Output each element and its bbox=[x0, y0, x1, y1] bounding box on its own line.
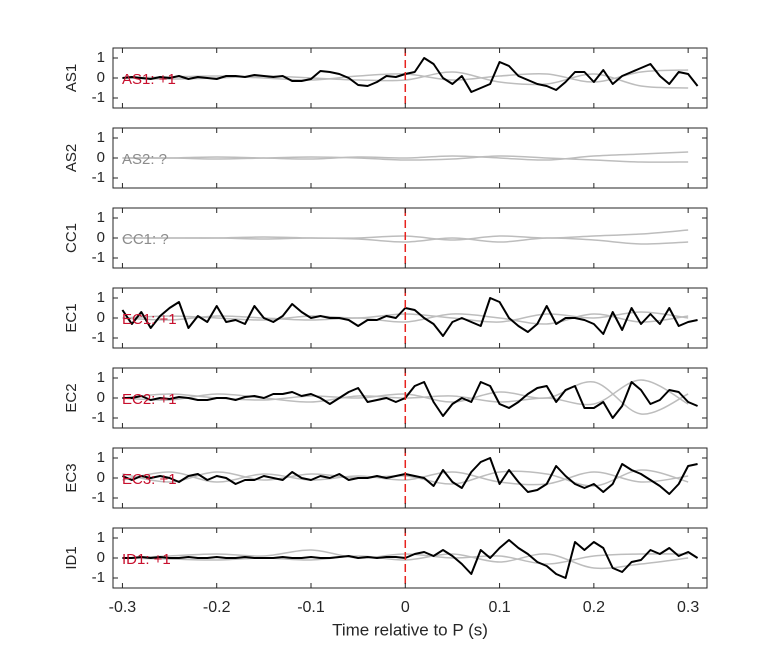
y-tick-label: 1 bbox=[97, 209, 105, 226]
y-tick-label: 0 bbox=[97, 149, 105, 166]
y-axis-label: AS2 bbox=[63, 144, 80, 172]
signal-line bbox=[122, 151, 689, 161]
signal-line bbox=[122, 313, 689, 325]
signal-line bbox=[122, 155, 689, 163]
x-axis-label: Time relative to P (s) bbox=[332, 620, 488, 639]
y-axis-label: ID1 bbox=[63, 546, 80, 569]
signal-line bbox=[122, 381, 698, 419]
panel: -1 0 1 AS1 AS1: +1 bbox=[63, 47, 708, 109]
y-tick-label: 1 bbox=[97, 289, 105, 306]
y-tick-label: -1 bbox=[92, 169, 105, 186]
x-tick-label: -0.3 bbox=[109, 599, 137, 616]
y-tick-label: 0 bbox=[97, 469, 105, 486]
x-tick-label: -0.2 bbox=[203, 599, 231, 616]
panel: -1 0 1 EC3 EC3: +1 bbox=[63, 447, 708, 509]
y-tick-label: 0 bbox=[97, 549, 105, 566]
y-tick-label: 1 bbox=[97, 49, 105, 66]
y-axis-label: AS1 bbox=[63, 64, 80, 92]
x-tick-label: -0.1 bbox=[297, 599, 325, 616]
x-tick-label: 0 bbox=[401, 599, 410, 616]
y-axis-label: EC1 bbox=[63, 303, 80, 332]
signal-line bbox=[122, 237, 689, 245]
panel: -1 0 1 AS2 AS2: ? bbox=[63, 127, 708, 189]
y-tick-label: 1 bbox=[97, 369, 105, 386]
annotation: AS1: +1 bbox=[122, 71, 176, 88]
y-tick-label: -1 bbox=[92, 89, 105, 106]
signal-line bbox=[122, 539, 699, 579]
annotation: EC1: +1 bbox=[122, 311, 177, 328]
annotation: EC2: +1 bbox=[122, 391, 177, 408]
y-tick-label: -1 bbox=[92, 489, 105, 506]
y-axis-label: EC3 bbox=[63, 463, 80, 492]
panel: -1 0 1 EC2 EC2: +1 bbox=[63, 367, 708, 429]
y-tick-label: -1 bbox=[92, 569, 105, 586]
x-tick-label: 0.1 bbox=[488, 599, 510, 616]
signal-line bbox=[122, 57, 699, 93]
annotation: CC1: ? bbox=[122, 231, 169, 248]
y-tick-label: -1 bbox=[92, 409, 105, 426]
y-tick-label: -1 bbox=[92, 249, 105, 266]
annotation: AS2: ? bbox=[122, 151, 167, 168]
y-tick-label: 0 bbox=[97, 309, 105, 326]
panel: -1 0 1 EC1 EC1: +1 bbox=[63, 287, 708, 349]
y-axis-label: CC1 bbox=[63, 223, 80, 253]
y-tick-label: 0 bbox=[97, 69, 105, 86]
annotation: ID1: +1 bbox=[122, 551, 171, 568]
y-tick-label: 0 bbox=[97, 389, 105, 406]
signal-line bbox=[121, 297, 698, 337]
signal-line bbox=[122, 457, 698, 495]
y-axis-label: EC2 bbox=[63, 383, 80, 412]
x-tick-label: 0.2 bbox=[583, 599, 605, 616]
y-tick-label: -1 bbox=[92, 329, 105, 346]
y-tick-label: 1 bbox=[97, 449, 105, 466]
panel: -1 0 1 -0.3 -0.2 -0.1 0 0.1 0.2 0.3 ID1 ID1: +1 Time… bbox=[63, 527, 708, 639]
panel: -1 0 1 CC1 CC1: ? bbox=[63, 207, 708, 269]
annotation: EC3: +1 bbox=[122, 471, 177, 488]
y-tick-label: 1 bbox=[97, 129, 105, 146]
y-tick-label: 1 bbox=[97, 529, 105, 546]
y-tick-label: 0 bbox=[97, 229, 105, 246]
x-tick-label: 0.3 bbox=[677, 599, 699, 616]
